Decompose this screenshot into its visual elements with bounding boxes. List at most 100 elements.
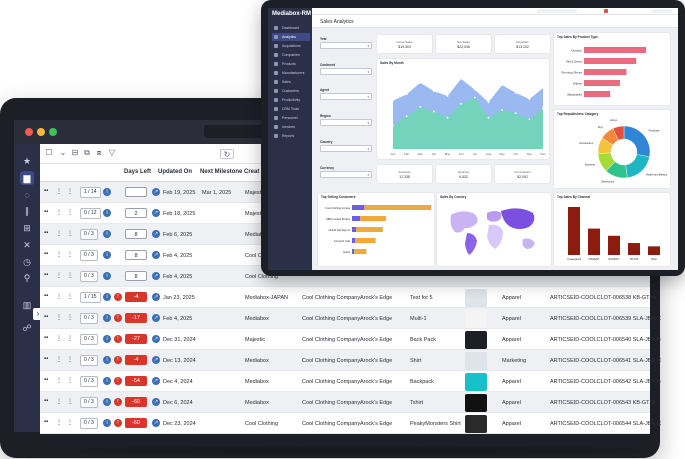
alert-icon[interactable]: !: [114, 356, 122, 364]
row-handle-icon[interactable]: ⋮: [67, 273, 73, 279]
info-icon[interactable]: i: [103, 230, 111, 238]
row-checkbox-icon[interactable]: ▪▪: [44, 314, 49, 320]
info-icon[interactable]: i: [103, 188, 111, 196]
row-handle-icon[interactable]: ⋮: [67, 189, 73, 195]
row-checkbox-icon[interactable]: ▪▪: [44, 335, 49, 341]
chart-icon[interactable]: ▥: [22, 300, 32, 310]
channel-bar[interactable]: [648, 246, 660, 255]
area-point[interactable]: [528, 118, 531, 121]
action-icon[interactable]: ↗: [152, 272, 160, 280]
users-icon[interactable]: ☍: [22, 323, 32, 333]
area-point[interactable]: [501, 84, 503, 86]
pie-slice[interactable]: [623, 125, 651, 158]
row-pager[interactable]: 1 / 14: [80, 187, 101, 198]
row-drag-handle-icon[interactable]: ⋮: [56, 378, 62, 384]
app-logo[interactable]: Mediabox-RM: [272, 11, 311, 17]
customer-bar-segment[interactable]: [352, 216, 361, 221]
top-search-box[interactable]: [537, 9, 577, 13]
row-handle-icon[interactable]: ⋮: [67, 294, 73, 300]
info-icon[interactable]: i: [103, 272, 111, 280]
channel-bar[interactable]: [608, 235, 620, 255]
alert-icon[interactable]: !: [114, 314, 122, 322]
column-header-days-left[interactable]: Days Left: [124, 169, 152, 175]
table-row[interactable]: ▪▪ ⋮ ⋮ 0 / 3 -27 i! ↗ Dec 31, 2024 Majestic Cool …: [40, 329, 661, 350]
column-header-updated-on[interactable]: Updated On: [158, 169, 192, 175]
table-row[interactable]: ▪▪ ⋮ ⋮ 1 / 15 -4 i! ↗ Jan 23, 2025 Mediabox-JAPA…: [40, 287, 656, 308]
row-pager[interactable]: 0 / 3: [80, 397, 98, 408]
action-icon[interactable]: ↗: [152, 377, 160, 385]
filter-select-region[interactable]: ▾: [320, 119, 372, 126]
row-pager[interactable]: 0 / 12: [80, 208, 101, 219]
product-thumbnail[interactable]: [465, 394, 487, 412]
info-icon[interactable]: i: [103, 377, 111, 385]
info-icon[interactable]: i: [103, 419, 111, 427]
sidebar-item-customers[interactable]: Customers: [272, 87, 310, 95]
customer-bar-segment[interactable]: [352, 238, 356, 243]
area-point[interactable]: [405, 93, 408, 96]
product-bar[interactable]: [584, 69, 627, 75]
customer-bar-segment[interactable]: [364, 205, 432, 210]
table-row[interactable]: ▪▪ ⋮ ⋮ 0 / 3 -54 i! ↗ Dec 4, 2024 Mediabox Cool C…: [40, 371, 661, 392]
product-bar[interactable]: [584, 58, 637, 64]
area-point[interactable]: [542, 107, 544, 110]
action-icon[interactable]: ↗: [152, 293, 160, 301]
channel-bar[interactable]: [568, 207, 580, 255]
row-handle-icon[interactable]: ⋮: [67, 357, 73, 363]
action-icon[interactable]: ↗: [152, 314, 160, 322]
info-icon[interactable]: i: [103, 251, 111, 259]
row-handle-icon[interactable]: ⋮: [67, 315, 73, 321]
action-icon[interactable]: ↗: [152, 335, 160, 343]
action-icon[interactable]: ↗: [152, 209, 160, 217]
area-point[interactable]: [501, 109, 503, 111]
sidebar-item-invoices[interactable]: Invoices: [272, 123, 310, 131]
columns-icon[interactable]: ⊟: [71, 148, 79, 157]
product-thumbnail[interactable]: [465, 331, 487, 349]
minimize-dot-icon[interactable]: [37, 128, 45, 136]
customer-bar-segment[interactable]: [352, 205, 365, 210]
area-point[interactable]: [514, 91, 517, 94]
map-africa[interactable]: [487, 224, 503, 249]
pause-icon[interactable]: ∥: [24, 206, 30, 216]
map-asia[interactable]: [501, 208, 535, 229]
row-drag-handle-icon[interactable]: ⋮: [56, 210, 62, 216]
table-row[interactable]: ▪▪ ⋮ ⋮ 0 / 3 -60 i! ↗ Dec 6, 2024 Mediabox Cool C…: [40, 392, 656, 413]
row-pager[interactable]: 0 / 3: [80, 229, 98, 240]
sidebar-item-productivity[interactable]: Productivity: [272, 96, 310, 104]
map-north-america[interactable]: [450, 211, 478, 233]
sidebar-item-products[interactable]: Products: [272, 60, 310, 68]
row-checkbox-icon[interactable]: ▪▪: [44, 272, 49, 278]
filter-select-currency[interactable]: ▾: [320, 171, 372, 178]
product-thumbnail[interactable]: [465, 352, 487, 370]
filter-select-continent[interactable]: ▾: [320, 68, 372, 75]
row-handle-icon[interactable]: ⋮: [67, 252, 73, 258]
info-icon[interactable]: i: [103, 335, 111, 343]
product-thumbnail[interactable]: [465, 373, 487, 391]
row-drag-handle-icon[interactable]: ⋮: [56, 273, 62, 279]
row-handle-icon[interactable]: ⋮: [67, 420, 73, 426]
product-thumbnail[interactable]: [465, 289, 487, 307]
customer-bar-segment[interactable]: [352, 227, 357, 232]
row-handle-icon[interactable]: ⋮: [67, 231, 73, 237]
filter-select-agent[interactable]: ▾: [320, 93, 372, 100]
sidebar-item-sales[interactable]: Sales: [272, 78, 310, 86]
action-icon[interactable]: ↗: [152, 398, 160, 406]
area-point[interactable]: [405, 115, 408, 118]
row-checkbox-icon[interactable]: ▪▪: [44, 419, 49, 425]
product-bar[interactable]: [584, 80, 620, 86]
sidebar-item-reports[interactable]: Reports: [272, 132, 310, 140]
grid-icon[interactable]: ⊞: [23, 223, 31, 233]
row-pager[interactable]: 0 / 3: [80, 376, 98, 387]
table-row[interactable]: ▪▪ ⋮ ⋮ 0 / 3 -60 i! ↗ Dec 23, 2024 Cool Clothing…: [40, 413, 661, 434]
area-point[interactable]: [473, 88, 476, 91]
row-pager[interactable]: 0 / 3: [80, 313, 98, 324]
checkbox-icon[interactable]: ☐: [45, 148, 53, 157]
customer-bar-segment[interactable]: [354, 249, 367, 254]
pie-slice[interactable]: [612, 125, 625, 141]
info-icon[interactable]: i: [103, 314, 111, 322]
close-icon[interactable]: ✕: [23, 240, 31, 250]
expand-icon[interactable]: ⌄: [59, 148, 67, 157]
filter-select-country[interactable]: ▾: [320, 145, 372, 152]
area-point[interactable]: [528, 98, 531, 100]
action-icon[interactable]: ↗: [152, 230, 160, 238]
filter-icon[interactable]: ▽: [108, 148, 116, 157]
